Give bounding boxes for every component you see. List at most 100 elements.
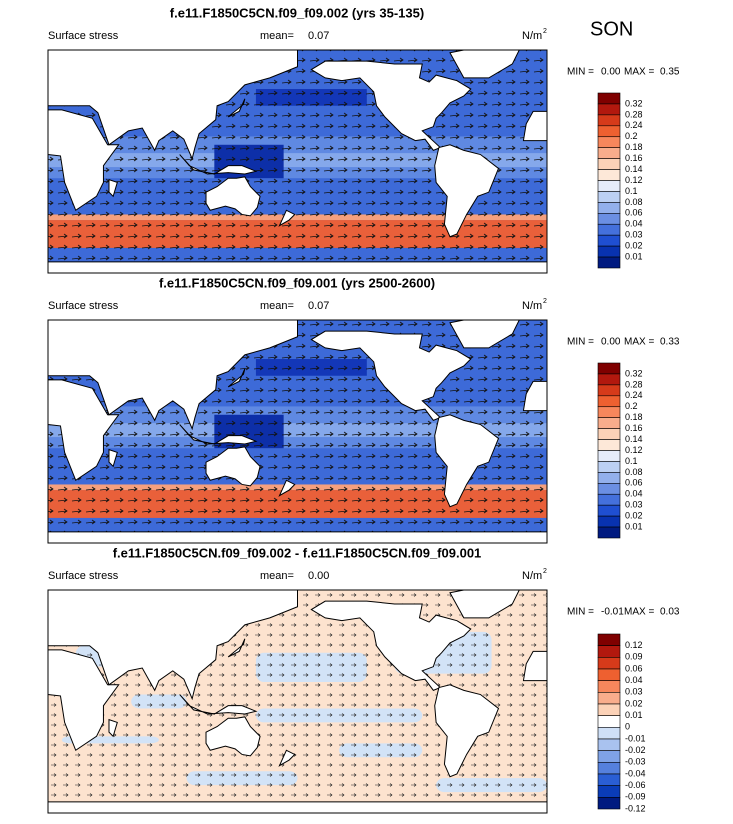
colorbar-label: -0.04 — [625, 768, 646, 778]
colorbar-label: 0 — [625, 722, 630, 732]
colorbar-box — [597, 797, 621, 810]
land — [522, 650, 548, 682]
colorbar-box — [597, 762, 621, 775]
land — [278, 209, 296, 227]
colorbar-label: 0.2 — [625, 401, 638, 411]
colorbar-box — [597, 362, 621, 375]
colorbar-box — [597, 668, 621, 681]
colorbar-label: 0.14 — [625, 164, 643, 174]
season-label: SON — [590, 18, 633, 40]
colorbar-label: 0.06 — [625, 478, 643, 488]
colorbar-label: -0.02 — [625, 745, 646, 755]
colorbar-label: 0.16 — [625, 423, 643, 433]
colorbar-box — [597, 750, 621, 763]
land — [227, 638, 246, 658]
mean-value: 0.07 — [308, 30, 329, 42]
land — [47, 49, 298, 161]
colorbar-label: 0.08 — [625, 197, 643, 207]
max-value: 0.33 — [660, 337, 680, 348]
max-label: MAX = — [624, 337, 654, 348]
land — [47, 109, 120, 212]
map-frame — [47, 49, 548, 274]
land — [310, 60, 472, 151]
colorbar-label: 0.06 — [625, 208, 643, 218]
land — [47, 589, 298, 701]
colorbar-box — [597, 472, 621, 484]
colorbar-box — [597, 703, 621, 716]
units: N/m — [522, 300, 542, 312]
colorbar-label: 0.16 — [625, 153, 643, 163]
colorbar-box — [597, 169, 621, 181]
colorbar-label: 0.12 — [625, 175, 643, 185]
colorbar-box — [597, 428, 621, 440]
colorbar-box — [597, 493, 621, 506]
colorbar-label: 0.12 — [625, 445, 643, 455]
colorbar-box — [597, 223, 621, 236]
colorbar-box — [597, 384, 621, 397]
colorbar-box — [597, 483, 621, 495]
colorbar-box — [597, 158, 621, 170]
map-frame — [47, 589, 548, 814]
colorbar-box — [597, 680, 621, 693]
colorbar-label: -0.09 — [625, 792, 646, 802]
colorbar-box — [597, 773, 621, 786]
land — [205, 716, 261, 757]
colorbar-label: 0.03 — [625, 500, 643, 510]
min-label: MIN = — [567, 607, 594, 618]
land — [310, 600, 472, 691]
mean-label: mean= — [260, 30, 294, 42]
colorbar-box — [597, 103, 621, 116]
colorbar-box — [597, 213, 621, 225]
units-exponent: 2 — [543, 298, 547, 305]
colorbar-box — [597, 125, 621, 138]
colorbar-box — [597, 738, 621, 751]
land — [108, 448, 118, 468]
colorbar-box — [597, 439, 621, 451]
land — [434, 144, 500, 238]
land — [522, 110, 548, 142]
colorbar-box — [597, 256, 621, 269]
map — [47, 589, 548, 814]
units: N/m — [522, 30, 542, 42]
colorbar-box — [597, 727, 621, 740]
land — [47, 319, 298, 431]
colorbar-label: -0.06 — [625, 780, 646, 790]
colorbar-box — [597, 245, 621, 258]
colorbar-label: 0.1 — [625, 456, 638, 466]
panel-title: f.e11.F1850C5CN.f09_f09.002 (yrs 35-135) — [170, 5, 424, 20]
min-value: 0.00 — [601, 67, 621, 78]
map — [47, 319, 548, 544]
colorbar-box — [597, 633, 621, 646]
colorbar-box — [597, 373, 621, 386]
min-label: MIN = — [567, 67, 594, 78]
min-value: 0.00 — [601, 337, 621, 348]
land — [227, 98, 246, 118]
colorbar-label: 0.28 — [625, 109, 643, 119]
colorbar-box — [597, 645, 621, 658]
mean-label: mean= — [260, 570, 294, 582]
land — [108, 718, 118, 738]
colorbar-label: 0.09 — [625, 652, 643, 662]
field-label: Surface stress — [48, 300, 119, 312]
colorbar-label: 0.2 — [625, 131, 638, 141]
colorbar-box — [597, 136, 621, 148]
colorbar-box — [597, 461, 621, 473]
land — [205, 176, 261, 217]
colorbar-box — [597, 180, 621, 192]
colorbar-label: 0.01 — [625, 521, 643, 531]
land — [227, 368, 246, 388]
colorbar-label: 0.06 — [625, 663, 643, 673]
land — [278, 749, 296, 767]
min-label: MIN = — [567, 337, 594, 348]
min-value: -0.01 — [601, 607, 624, 618]
colorbar-box — [597, 202, 621, 214]
colorbar-box — [597, 234, 621, 247]
max-label: MAX = — [624, 67, 654, 78]
field-label: Surface stress — [48, 30, 119, 42]
colorbar-label: 0.18 — [625, 142, 643, 152]
colorbar-label: 0.01 — [625, 251, 643, 261]
land — [47, 261, 548, 274]
colorbar-label: -0.03 — [625, 757, 646, 767]
colorbar-label: 0.1 — [625, 186, 638, 196]
